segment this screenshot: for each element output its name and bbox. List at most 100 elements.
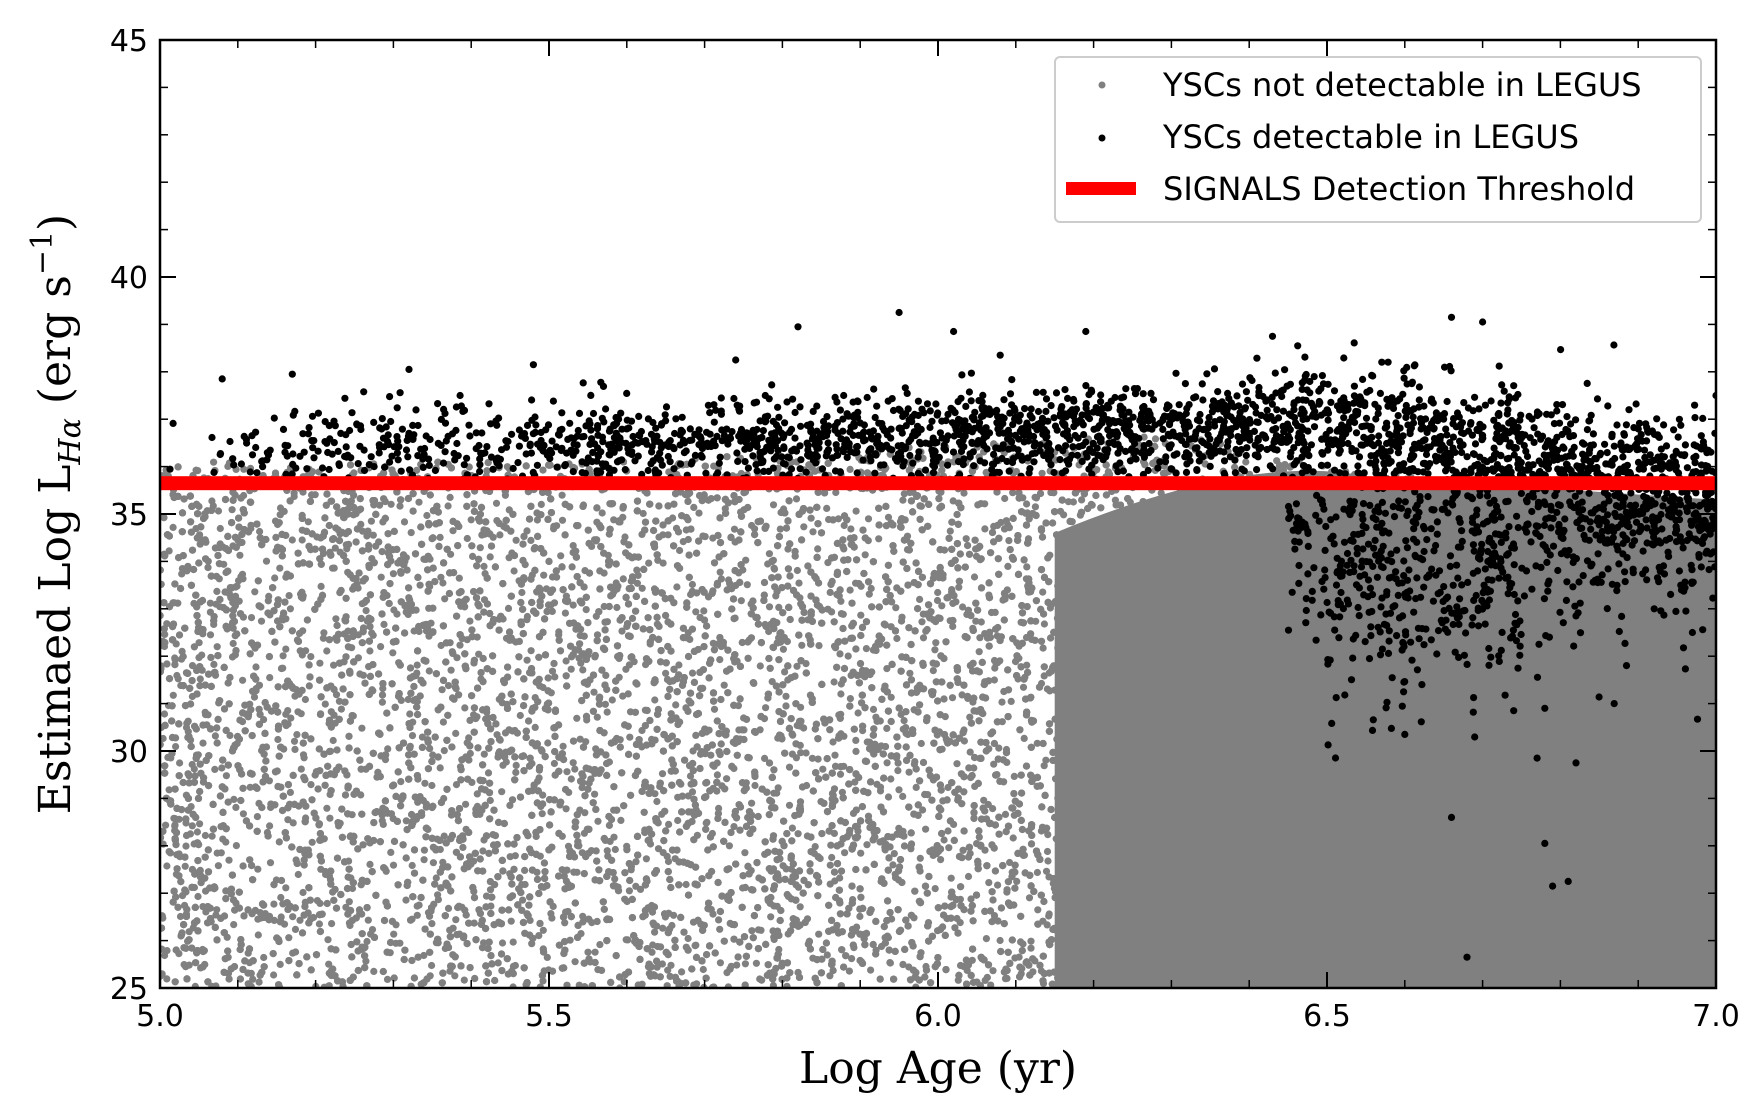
point-not-detectable: [462, 800, 470, 808]
point-not-detectable: [1306, 690, 1314, 698]
point-not-detectable: [389, 649, 397, 657]
point-not-detectable: [512, 768, 520, 777]
point-not-detectable: [828, 853, 836, 862]
point-not-detectable: [782, 692, 790, 700]
point-not-detectable: [254, 931, 262, 939]
point-not-detectable: [1286, 802, 1294, 810]
point-not-detectable: [887, 775, 895, 783]
point-not-detectable: [1146, 536, 1154, 544]
point-not-detectable: [1535, 717, 1543, 725]
point-not-detectable: [397, 778, 405, 786]
point-not-detectable: [674, 528, 683, 536]
point-not-detectable: [687, 699, 695, 707]
point-not-detectable: [195, 639, 203, 647]
point-not-detectable: [252, 663, 260, 671]
point-not-detectable: [1336, 647, 1344, 655]
point-not-detectable: [710, 705, 719, 713]
point-not-detectable: [1044, 857, 1052, 865]
point-not-detectable: [1208, 786, 1216, 794]
point-not-detectable: [1231, 768, 1239, 776]
point-not-detectable: [1229, 681, 1237, 689]
point-not-detectable: [1167, 733, 1175, 741]
point-not-detectable: [1325, 498, 1333, 506]
point-not-detectable: [275, 838, 283, 846]
point-not-detectable: [1038, 469, 1046, 477]
point-not-detectable: [309, 913, 318, 922]
point-not-detectable: [173, 671, 181, 680]
point-not-detectable: [413, 911, 421, 919]
point-not-detectable: [1170, 611, 1178, 619]
point-not-detectable: [1496, 901, 1504, 909]
point-not-detectable: [1103, 738, 1111, 746]
point-not-detectable: [632, 858, 640, 866]
point-not-detectable: [662, 669, 670, 677]
point-not-detectable: [741, 849, 749, 857]
point-not-detectable: [695, 509, 703, 517]
point-not-detectable: [976, 634, 984, 642]
point-not-detectable: [1612, 849, 1620, 857]
point-not-detectable: [1214, 785, 1222, 793]
point-not-detectable: [196, 675, 204, 683]
point-not-detectable: [1547, 536, 1555, 544]
point-not-detectable: [1093, 729, 1101, 737]
point-not-detectable: [1602, 582, 1610, 590]
point-not-detectable: [239, 810, 247, 818]
point-not-detectable: [196, 820, 204, 828]
point-not-detectable: [829, 738, 837, 746]
point-not-detectable: [512, 536, 520, 544]
point-not-detectable: [770, 564, 778, 572]
point-not-detectable: [741, 960, 750, 968]
point-not-detectable: [1336, 799, 1345, 807]
point-not-detectable: [368, 926, 377, 934]
point-not-detectable: [1478, 960, 1486, 968]
point-not-detectable: [800, 523, 808, 531]
point-not-detectable: [1019, 940, 1027, 948]
point-not-detectable: [1115, 639, 1123, 647]
point-not-detectable: [632, 882, 640, 890]
point-not-detectable: [301, 695, 309, 704]
point-not-detectable: [1227, 612, 1235, 620]
point-not-detectable: [940, 836, 948, 844]
point-not-detectable: [568, 563, 576, 571]
point-not-detectable: [195, 654, 203, 662]
point-not-detectable: [1306, 680, 1315, 688]
point-not-detectable: [1027, 937, 1035, 945]
point-not-detectable: [854, 709, 862, 717]
point-not-detectable: [423, 511, 431, 520]
point-not-detectable: [1138, 907, 1146, 915]
point-not-detectable: [413, 661, 421, 669]
point-not-detectable: [456, 641, 464, 649]
point-not-detectable: [1087, 970, 1095, 978]
point-not-detectable: [611, 845, 619, 854]
point-not-detectable: [1126, 803, 1134, 811]
point-not-detectable: [665, 820, 673, 829]
point-not-detectable: [688, 580, 697, 589]
point-not-detectable: [622, 936, 630, 944]
point-not-detectable: [1439, 745, 1447, 753]
point-not-detectable: [990, 760, 998, 768]
point-not-detectable: [1708, 894, 1716, 902]
point-not-detectable: [690, 503, 698, 511]
point-not-detectable: [1121, 719, 1129, 728]
point-not-detectable: [216, 524, 224, 533]
point-not-detectable: [1529, 980, 1538, 988]
point-not-detectable: [1391, 885, 1399, 893]
point-not-detectable: [380, 620, 388, 629]
point-not-detectable: [1666, 579, 1674, 587]
point-not-detectable: [598, 509, 606, 517]
point-not-detectable: [678, 968, 686, 976]
point-not-detectable: [1498, 683, 1506, 691]
point-not-detectable: [844, 652, 852, 660]
point-not-detectable: [838, 788, 847, 796]
point-not-detectable: [857, 849, 865, 857]
point-not-detectable: [1198, 911, 1206, 919]
point-not-detectable: [1107, 832, 1115, 841]
point-not-detectable: [710, 762, 718, 770]
point-not-detectable: [1534, 849, 1542, 857]
point-not-detectable: [1232, 697, 1240, 705]
point-not-detectable: [788, 824, 797, 832]
point-not-detectable: [1057, 664, 1065, 672]
point-not-detectable: [1106, 748, 1114, 756]
point-not-detectable: [1180, 838, 1188, 846]
point-not-detectable: [439, 718, 447, 726]
